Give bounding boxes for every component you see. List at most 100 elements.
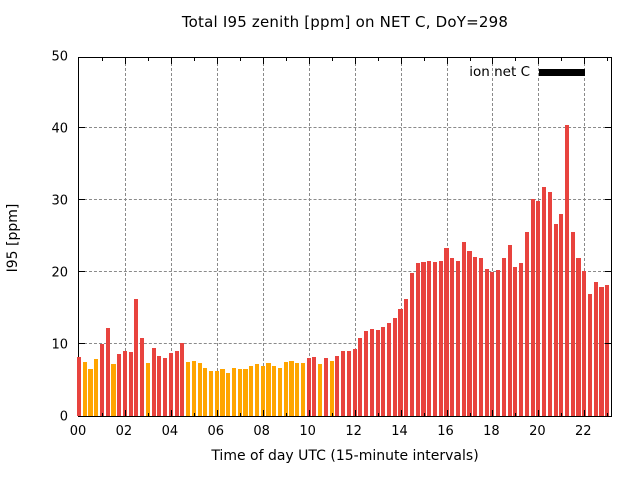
bar-10:15 — [312, 357, 317, 416]
plot-area: ion net C — [76, 57, 612, 417]
x-tick — [607, 58, 609, 61]
bar-20:00 — [536, 201, 541, 416]
x-tick — [584, 58, 586, 64]
bar-19:00 — [513, 267, 518, 416]
bar-08:30 — [272, 366, 277, 416]
bar-05:15 — [197, 362, 202, 416]
bar-13:15 — [381, 327, 386, 416]
bar-16:30 — [455, 261, 461, 416]
x-tick — [147, 413, 149, 416]
bar-09:45 — [300, 363, 305, 416]
bar-16:45 — [461, 241, 466, 416]
x-tick — [285, 413, 287, 416]
y-tick — [79, 127, 85, 128]
bar-21:45 — [576, 258, 581, 416]
x-tick-label: 08 — [253, 424, 270, 439]
bar-21:30 — [570, 231, 575, 416]
bar-19:45 — [530, 199, 535, 416]
bar-18:30 — [501, 258, 506, 416]
x-tick — [423, 58, 425, 61]
x-tick — [147, 58, 149, 61]
bar-07:15 — [243, 368, 248, 416]
x-tick-label: 16 — [437, 424, 454, 439]
gridline-vertical — [584, 58, 586, 416]
x-tick — [561, 413, 563, 416]
x-tick-label: 14 — [391, 424, 408, 439]
y-tick — [605, 127, 611, 128]
y-tick — [79, 271, 85, 272]
y-tick — [605, 343, 611, 344]
gridline-vertical — [492, 58, 494, 416]
bar-11:30 — [341, 350, 346, 416]
bar-11:00 — [329, 360, 334, 416]
x-tick — [492, 58, 494, 64]
gridline-vertical — [216, 58, 218, 416]
x-tick — [515, 413, 517, 416]
bar-12:00 — [352, 349, 357, 416]
bar-17:45 — [484, 269, 489, 416]
bar-23:00 — [605, 285, 610, 416]
bar-16:00 — [444, 248, 449, 416]
x-tick — [170, 58, 172, 64]
bar-02:15 — [128, 351, 133, 416]
bar-20:30 — [547, 192, 552, 416]
x-tick — [239, 58, 241, 61]
y-tick — [605, 199, 611, 200]
x-tick — [331, 413, 333, 416]
x-tick — [492, 410, 494, 416]
bar-04:00 — [168, 352, 173, 416]
bar-00:45 — [94, 359, 99, 416]
x-tick — [400, 410, 402, 416]
bar-07:00 — [237, 369, 242, 416]
bar-12:45 — [369, 328, 374, 416]
x-tick — [285, 58, 287, 61]
x-tick-label: 00 — [69, 424, 87, 439]
y-tick — [605, 271, 611, 272]
bar-21:00 — [559, 214, 564, 416]
bar-09:00 — [283, 362, 288, 416]
x-tick — [469, 58, 471, 61]
x-tick — [102, 413, 103, 416]
x-tick — [584, 410, 586, 416]
x-tick — [515, 58, 517, 61]
x-tick-label: 02 — [115, 424, 133, 439]
bar-02:00 — [122, 350, 127, 416]
bar-12:15 — [358, 338, 363, 416]
y-tick-label: 0 — [59, 409, 68, 425]
bar-16:15 — [450, 258, 455, 416]
bar-21:15 — [565, 125, 570, 416]
bar-01:45 — [117, 354, 122, 416]
bar-06:00 — [214, 370, 219, 416]
x-tick — [538, 58, 540, 64]
x-tick — [446, 58, 448, 64]
x-tick — [216, 58, 218, 64]
x-tick — [239, 413, 241, 416]
gridline-vertical — [124, 58, 126, 416]
x-tick — [607, 413, 609, 416]
x-tick — [102, 58, 103, 61]
bar-22:00 — [582, 270, 587, 416]
bar-07:45 — [254, 364, 260, 416]
gridline-vertical — [354, 58, 356, 416]
x-tick — [308, 410, 310, 416]
y-tick-label: 50 — [51, 49, 68, 65]
bar-09:30 — [295, 362, 300, 416]
gridline-vertical — [308, 58, 310, 416]
bar-00:15 — [82, 362, 87, 416]
x-tick-label: 04 — [161, 424, 179, 439]
legend-swatch — [539, 68, 585, 76]
x-tick — [446, 410, 448, 416]
bar-01:15 — [105, 328, 110, 416]
bar-14:00 — [398, 309, 403, 416]
x-tick — [331, 58, 333, 61]
x-tick-label: 20 — [529, 424, 546, 439]
bar-14:15 — [404, 299, 409, 416]
x-tick — [561, 58, 563, 61]
x-tick-label: 12 — [345, 424, 362, 439]
bar-13:45 — [392, 318, 397, 416]
x-tick — [262, 58, 264, 64]
bar-04:30 — [180, 343, 185, 416]
bar-02:45 — [140, 337, 145, 416]
bar-08:45 — [277, 367, 283, 416]
